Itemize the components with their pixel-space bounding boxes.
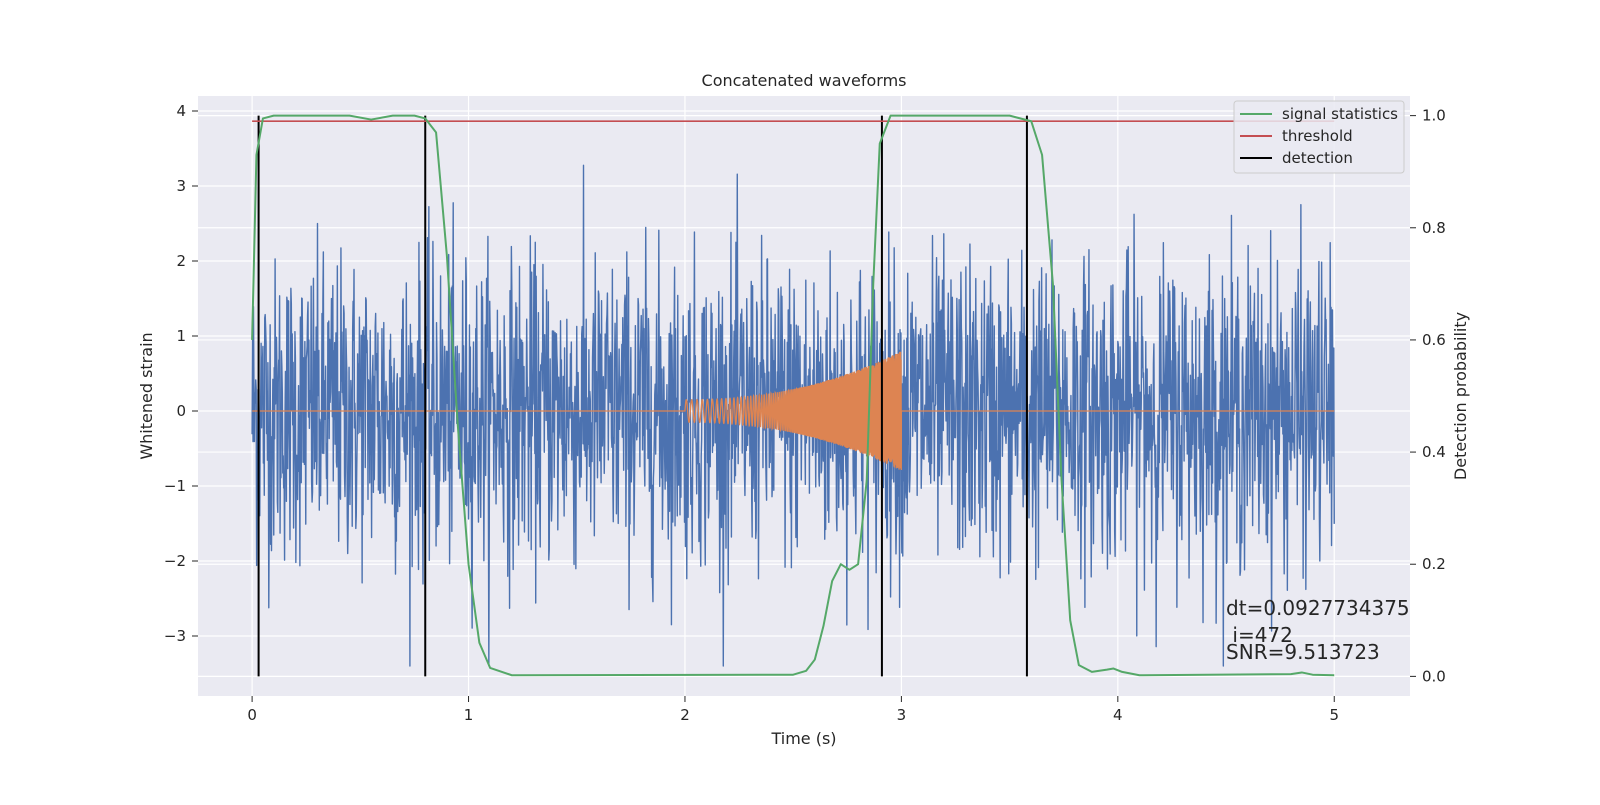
y-tick-label-right: 0.6 — [1422, 331, 1446, 349]
x-tick-label: 4 — [1113, 706, 1123, 724]
y-tick-label-left: 2 — [176, 252, 186, 270]
y-tick-label-right: 0.4 — [1422, 443, 1446, 461]
signal-statistics-line — [251, 114, 1335, 677]
axis-layer: 0 1 2 3 4 5 −3 −2 −1 0 1 2 3 4 0.0 0.2 0.4 0.6 0.8 1.0 — [164, 102, 1446, 724]
annotation-snr: SNR=9.513723 — [1226, 640, 1380, 664]
legend-label-threshold: threshold — [1282, 127, 1353, 145]
y-tick-label-left: −3 — [164, 627, 186, 645]
y-tick-label-left: 4 — [176, 102, 186, 120]
x-tick-label: 3 — [897, 706, 907, 724]
annotation-dt: dt=0.0927734375 — [1226, 596, 1410, 620]
injected-signal-layer — [252, 351, 1335, 471]
legend-box — [1233, 100, 1405, 174]
y-axis-title-right: Detection probability — [1451, 312, 1470, 480]
legend-label-detection: detection — [1282, 149, 1353, 167]
x-tick-label: 1 — [464, 706, 474, 724]
annotation-index: i=472 — [1226, 623, 1293, 647]
y-tick-label-right: 0.0 — [1422, 667, 1446, 685]
y-axis-title-left: Whitened strain — [137, 332, 156, 459]
y-tick-label-right: 0.8 — [1422, 219, 1446, 237]
y-tick-label-left: 1 — [176, 327, 186, 345]
y-tick-label-right: 1.0 — [1422, 107, 1446, 125]
y-tick-label-left: 3 — [176, 177, 186, 195]
x-tick-label: 0 — [247, 706, 257, 724]
legend: signal statistics threshold detection — [1233, 100, 1405, 174]
x-tick-label: 5 — [1329, 706, 1339, 724]
y-tick-label-left: 0 — [176, 402, 186, 420]
strain-series — [251, 164, 1335, 667]
y-tick-label-left: −1 — [164, 477, 186, 495]
chart-title: Concatenated waveforms — [702, 71, 907, 90]
x-tick-label: 2 — [680, 706, 690, 724]
strain-layer — [251, 164, 1335, 667]
legend-label-signal-statistics: signal statistics — [1282, 105, 1398, 123]
y-tick-label-left: −2 — [164, 552, 186, 570]
y-tick-label-right: 0.2 — [1422, 555, 1446, 573]
x-axis-title: Time (s) — [770, 729, 836, 748]
injected-signal-series — [252, 351, 1335, 471]
signal-statistics-layer — [251, 114, 1335, 677]
